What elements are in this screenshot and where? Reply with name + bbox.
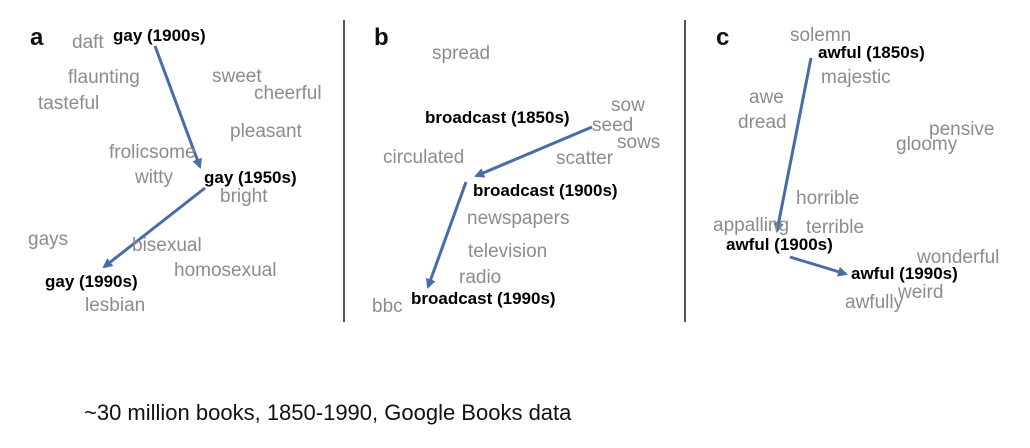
key-word: broadcast (1990s) bbox=[411, 289, 556, 308]
neighbor-word: terrible bbox=[806, 217, 865, 238]
neighbor-word: lesbian bbox=[85, 295, 146, 316]
key-word: gay (1950s) bbox=[204, 168, 297, 187]
neighbor-word: solemn bbox=[790, 25, 852, 46]
neighbor-word: sow bbox=[611, 95, 645, 116]
neighbor-word: circulated bbox=[383, 147, 465, 168]
arrow-c-1 bbox=[773, 57, 813, 233]
panel-label: b bbox=[374, 24, 389, 51]
key-word: broadcast (1900s) bbox=[473, 181, 618, 200]
neighbor-word: seed bbox=[592, 115, 634, 136]
neighbor-word: daft bbox=[72, 32, 104, 53]
arrow-b-2 bbox=[426, 181, 468, 289]
neighbor-word: pensive bbox=[929, 119, 995, 140]
key-word: awful (1900s) bbox=[726, 235, 833, 254]
key-word: gay (1990s) bbox=[45, 272, 138, 291]
arrow-b-1 bbox=[474, 125, 593, 178]
neighbor-word: sows bbox=[617, 132, 661, 153]
panel-divider bbox=[684, 20, 686, 322]
neighbor-word: horrible bbox=[796, 188, 860, 209]
panel-label: a bbox=[30, 24, 44, 51]
neighbor-word: flaunting bbox=[68, 67, 140, 88]
neighbor-word: appalling bbox=[713, 215, 790, 236]
arrow-a-2 bbox=[102, 186, 206, 269]
neighbor-word: tasteful bbox=[38, 93, 100, 114]
neighbor-word: sweet bbox=[212, 66, 262, 87]
key-word: broadcast (1850s) bbox=[425, 108, 570, 127]
key-word: gay (1900s) bbox=[113, 26, 206, 45]
neighbor-word: scatter bbox=[556, 148, 614, 169]
neighbor-word: television bbox=[468, 241, 548, 262]
neighbor-word: radio bbox=[459, 267, 502, 288]
neighbor-word: bbc bbox=[372, 296, 403, 317]
caption: ~30 million books, 1850-1990, Google Boo… bbox=[84, 400, 572, 425]
neighbor-word: weird bbox=[898, 282, 944, 303]
neighbor-word: awe bbox=[749, 87, 784, 108]
neighbor-word: wonderful bbox=[917, 247, 1000, 268]
neighbor-word: pleasant bbox=[230, 121, 302, 142]
arrow-a-1 bbox=[153, 45, 202, 169]
neighbor-word: newspapers bbox=[467, 208, 570, 229]
panel-label: c bbox=[716, 24, 730, 51]
arrow-c-2 bbox=[789, 255, 848, 277]
neighbor-word: gays bbox=[28, 229, 69, 250]
neighbor-word: awfully bbox=[845, 292, 904, 313]
key-word: awful (1990s) bbox=[851, 264, 958, 283]
neighbor-word: majestic bbox=[821, 67, 891, 88]
neighbor-word: homosexual bbox=[174, 260, 277, 281]
key-word: awful (1850s) bbox=[818, 43, 925, 62]
neighbor-word: spread bbox=[432, 43, 491, 64]
neighbor-word: gloomy bbox=[896, 134, 958, 155]
neighbor-word: bisexual bbox=[132, 235, 202, 256]
panel-divider bbox=[343, 20, 345, 322]
neighbor-word: witty bbox=[135, 167, 173, 188]
trajectory-arrows bbox=[102, 45, 848, 289]
neighbor-word: bright bbox=[220, 186, 268, 207]
neighbor-word: cheerful bbox=[254, 83, 322, 104]
neighbor-word: frolicsome bbox=[109, 142, 196, 163]
neighbor-word: dread bbox=[738, 112, 787, 133]
